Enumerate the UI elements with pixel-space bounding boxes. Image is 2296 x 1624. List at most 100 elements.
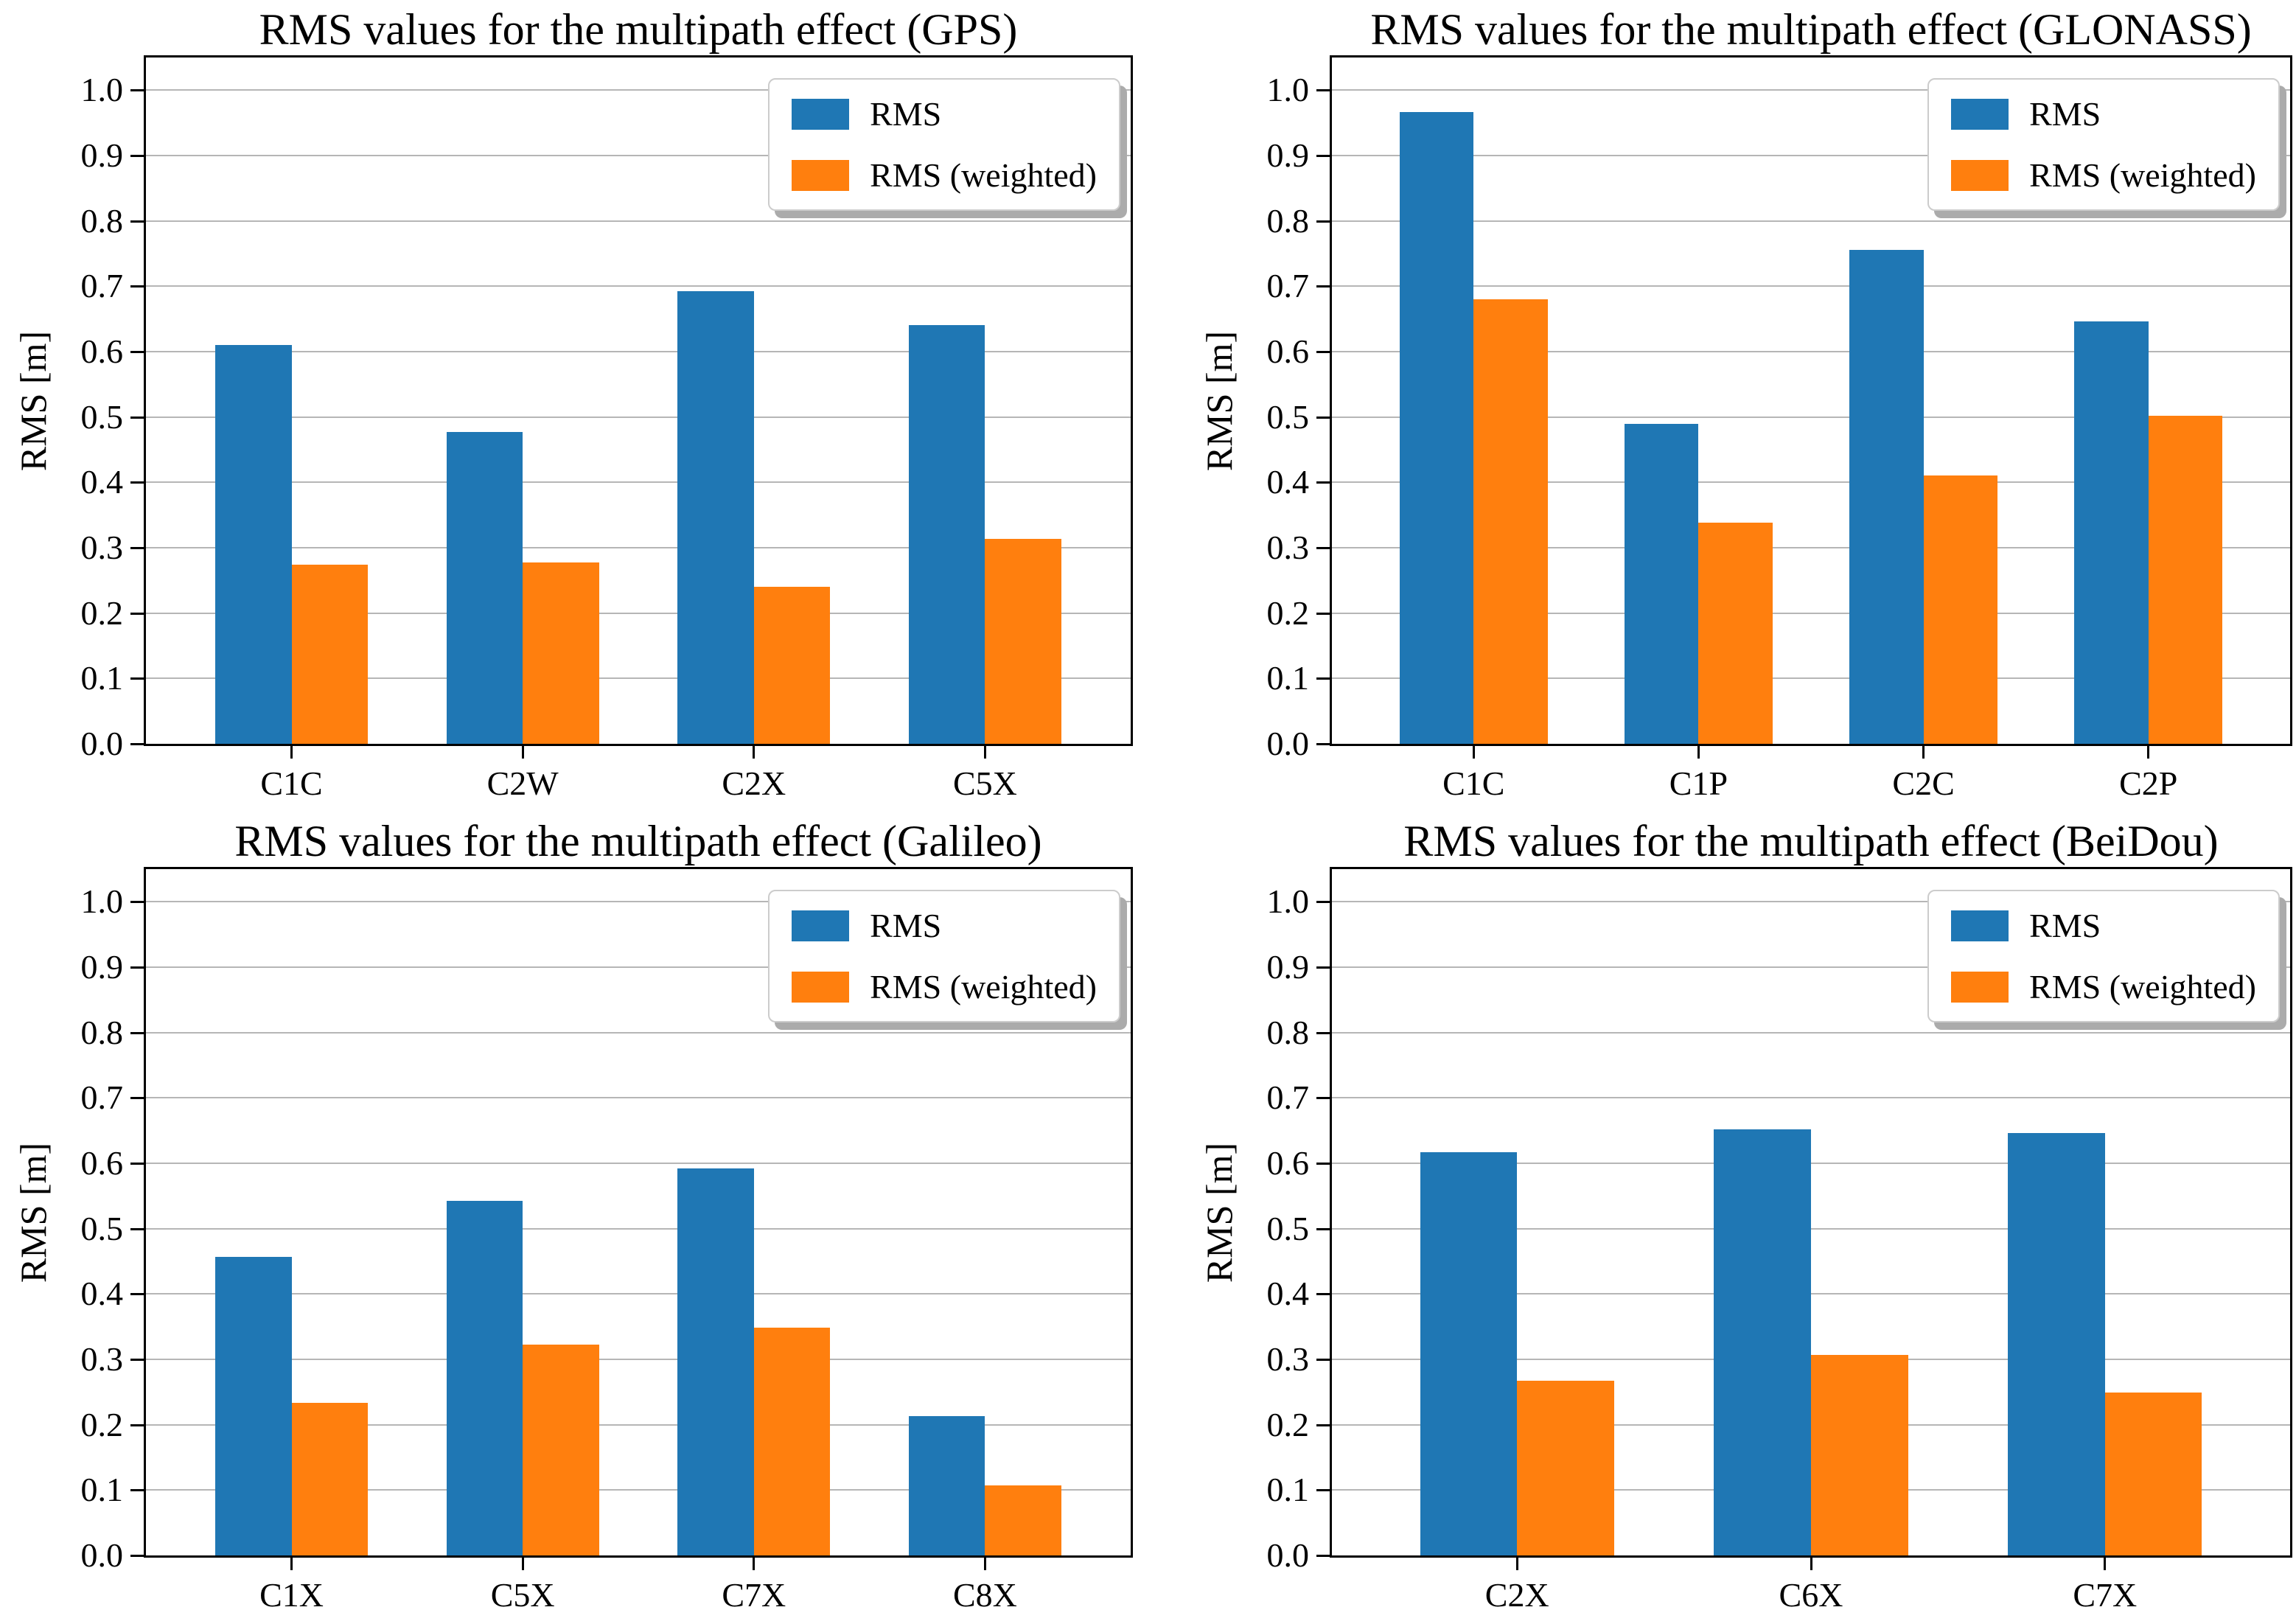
x-tick-label: C1C — [260, 764, 323, 802]
bar-rms-weighted-c1c — [1473, 299, 1548, 744]
bar-rms-weighted-c8x — [985, 1485, 1061, 1555]
y-tick-label: 0.5 — [1266, 397, 1310, 436]
bar-rms-weighted-c2x — [753, 587, 831, 744]
y-tick — [130, 612, 144, 615]
y-tick-label: 1.0 — [1266, 882, 1310, 921]
legend-label: RMS (weighted) — [870, 156, 1097, 194]
y-tick — [130, 1031, 144, 1034]
legend-label: RMS (weighted) — [870, 968, 1097, 1006]
y-tick-label: 0.4 — [1266, 463, 1310, 501]
y-tick — [130, 1359, 144, 1361]
y-tick — [130, 966, 144, 969]
y-tick-label: 0.5 — [1266, 1209, 1310, 1247]
gridline — [1332, 901, 2290, 903]
y-tick — [1316, 351, 1330, 353]
y-tick-label: 0.3 — [80, 1340, 124, 1378]
gridline — [1332, 547, 2290, 548]
y-tick-label: 0.9 — [1266, 136, 1310, 174]
legend-label: RMS — [2029, 907, 2101, 944]
gridline — [146, 155, 1131, 156]
y-tick — [1316, 1555, 1330, 1557]
gridline — [1332, 155, 2290, 156]
gridline — [146, 966, 1131, 968]
y-tick — [1316, 612, 1330, 615]
x-tick — [2147, 746, 2150, 759]
legend-entry: RMS (weighted) — [1951, 156, 2256, 195]
legend-entry: RMS — [792, 94, 1097, 133]
y-tick — [130, 351, 144, 353]
bar-rms-weighted-c1c — [291, 565, 369, 744]
legend-label: RMS (weighted) — [2029, 156, 2256, 194]
gridline — [146, 1359, 1131, 1360]
plot-area: RMS RMS (weighted) — [144, 867, 1133, 1558]
gridline — [146, 89, 1131, 91]
y-tick — [130, 89, 144, 92]
y-tick — [130, 285, 144, 288]
gridline — [146, 416, 1131, 418]
x-tick — [983, 1558, 986, 1570]
legend-entry: RMS (weighted) — [792, 156, 1097, 195]
gridline — [146, 1227, 1131, 1230]
x-tick-label: C7X — [2073, 1576, 2138, 1614]
y-tick-label: 0.3 — [80, 529, 124, 566]
gridline — [146, 351, 1131, 352]
bar-rms-weighted-c1x — [291, 1403, 369, 1555]
y-tick — [1316, 901, 1330, 904]
x-tick-label: C2X — [722, 764, 786, 802]
gridline — [146, 1031, 1131, 1034]
y-tick-label: 0.2 — [1266, 593, 1310, 632]
y-tick-label: 0.6 — [80, 1144, 124, 1182]
gridline — [1332, 481, 2290, 484]
y-tick — [130, 1489, 144, 1492]
bar-rms-c7x — [2008, 1133, 2105, 1555]
gridline — [146, 1423, 1131, 1426]
x-tick — [1810, 1558, 1812, 1570]
legend-label: RMS — [870, 95, 942, 133]
bar-rms-c5x — [446, 1201, 523, 1555]
gridline — [1332, 966, 2290, 968]
y-tick-label: 0.0 — [1266, 725, 1310, 762]
plot-area: RMS RMS (weighted) — [1330, 867, 2292, 1558]
legend-entry: RMS (weighted) — [1951, 967, 2256, 1006]
y-tick-label: 0.8 — [80, 1013, 124, 1051]
bar-rms-c2c — [1849, 249, 1924, 744]
x-tick-label: C7X — [722, 1576, 786, 1614]
legend-swatch-rms — [792, 910, 850, 941]
bar-rms-c8x — [908, 1416, 985, 1555]
legend-entry: RMS (weighted) — [792, 967, 1097, 1006]
bar-rms-weighted-c7x — [753, 1328, 831, 1555]
y-tick — [1316, 1227, 1330, 1230]
x-tick — [753, 1558, 756, 1570]
bar-rms-weighted-c5x — [523, 1345, 599, 1555]
x-tick-label: C1C — [1442, 764, 1505, 802]
gridline — [146, 677, 1131, 680]
legend-swatch-rms-weighted — [792, 971, 850, 1003]
gridline — [1332, 1227, 2290, 1230]
legend-swatch-rms — [792, 98, 850, 130]
x-tick-label: C5X — [490, 1576, 555, 1614]
legend-swatch-rms-weighted — [792, 159, 850, 191]
legend: RMS RMS (weighted) — [1927, 890, 2280, 1022]
y-tick-label: 0.8 — [1266, 1013, 1310, 1051]
y-tick-label: 0.0 — [80, 725, 124, 762]
y-tick-label: 0.6 — [80, 332, 124, 370]
y-tick-label: 0.9 — [80, 948, 124, 986]
x-tick — [521, 1558, 524, 1570]
y-tick-label: 0.5 — [80, 397, 124, 436]
x-tick-label: C2W — [486, 764, 559, 802]
x-tick — [290, 1558, 293, 1570]
x-tick — [2104, 1558, 2107, 1570]
y-tick — [1316, 220, 1330, 223]
gridline — [146, 481, 1131, 484]
y-tick — [130, 677, 144, 680]
x-tick — [1515, 1558, 1518, 1570]
bar-rms-c2w — [446, 432, 523, 744]
legend-swatch-rms-weighted — [1951, 159, 2009, 191]
legend-entry: RMS — [1951, 94, 2256, 133]
y-tick-label: 0.3 — [1266, 1340, 1310, 1378]
chart-beidou: RMS values for the multipath effect (Bei… — [1148, 812, 2296, 1624]
y-tick-label: 0.1 — [1266, 659, 1310, 697]
x-tick — [290, 746, 293, 759]
chart-title: RMS values for the multipath effect (GLO… — [1370, 5, 2252, 54]
